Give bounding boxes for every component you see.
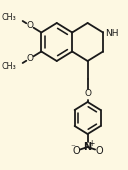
Text: CH₃: CH₃ xyxy=(1,62,16,71)
Text: O: O xyxy=(26,54,33,63)
Text: O: O xyxy=(84,89,91,98)
Text: O: O xyxy=(26,21,33,30)
Text: +: + xyxy=(88,140,95,149)
Text: CH₃: CH₃ xyxy=(1,13,16,22)
Text: ⁻: ⁻ xyxy=(70,143,75,152)
Text: O: O xyxy=(95,146,103,156)
Text: N: N xyxy=(84,142,92,152)
Text: O: O xyxy=(73,146,80,156)
Text: NH: NH xyxy=(105,29,118,38)
